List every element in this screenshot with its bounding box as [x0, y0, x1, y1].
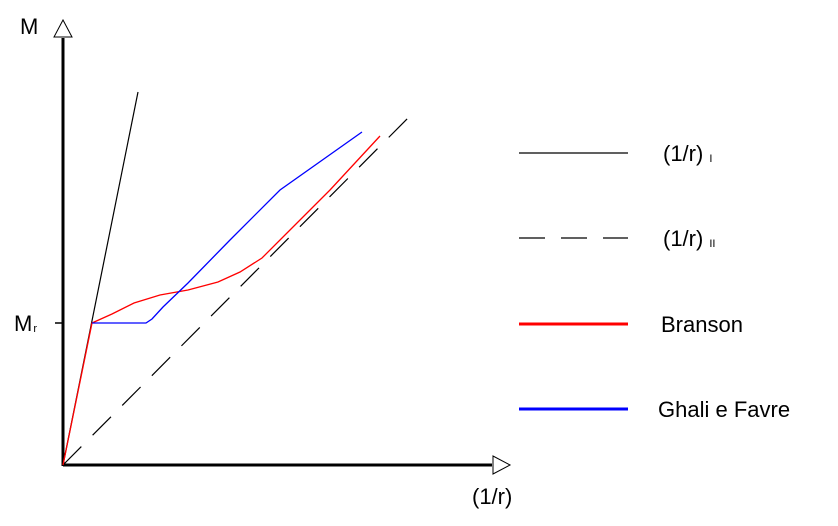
x-axis-label: (1/r) — [472, 484, 512, 509]
legend-item-stage1: (1/r) I — [519, 141, 712, 166]
ghali-favre-curve — [92, 131, 363, 324]
legend-item-ghali-favre: Ghali e Favre — [519, 397, 790, 422]
legend-label-stage1: (1/r) I — [663, 141, 712, 166]
x-axis-arrow — [492, 455, 512, 475]
legend-label-stage2: (1/r) II — [663, 226, 715, 251]
legend-item-branson: Branson — [519, 312, 743, 337]
legend-item-stage2: (1/r) II — [519, 226, 715, 251]
legend-label-ghali-favre: Ghali e Favre — [658, 397, 790, 422]
mr-label: Mr — [14, 311, 37, 336]
legend: (1/r) I (1/r) II Branson Ghali e Favre — [519, 141, 790, 422]
legend-label-branson: Branson — [661, 312, 743, 337]
stage2-line — [62, 113, 413, 466]
branson-curve — [62, 135, 381, 466]
y-axis-arrow — [53, 18, 73, 38]
y-axis-label: M — [20, 14, 38, 39]
